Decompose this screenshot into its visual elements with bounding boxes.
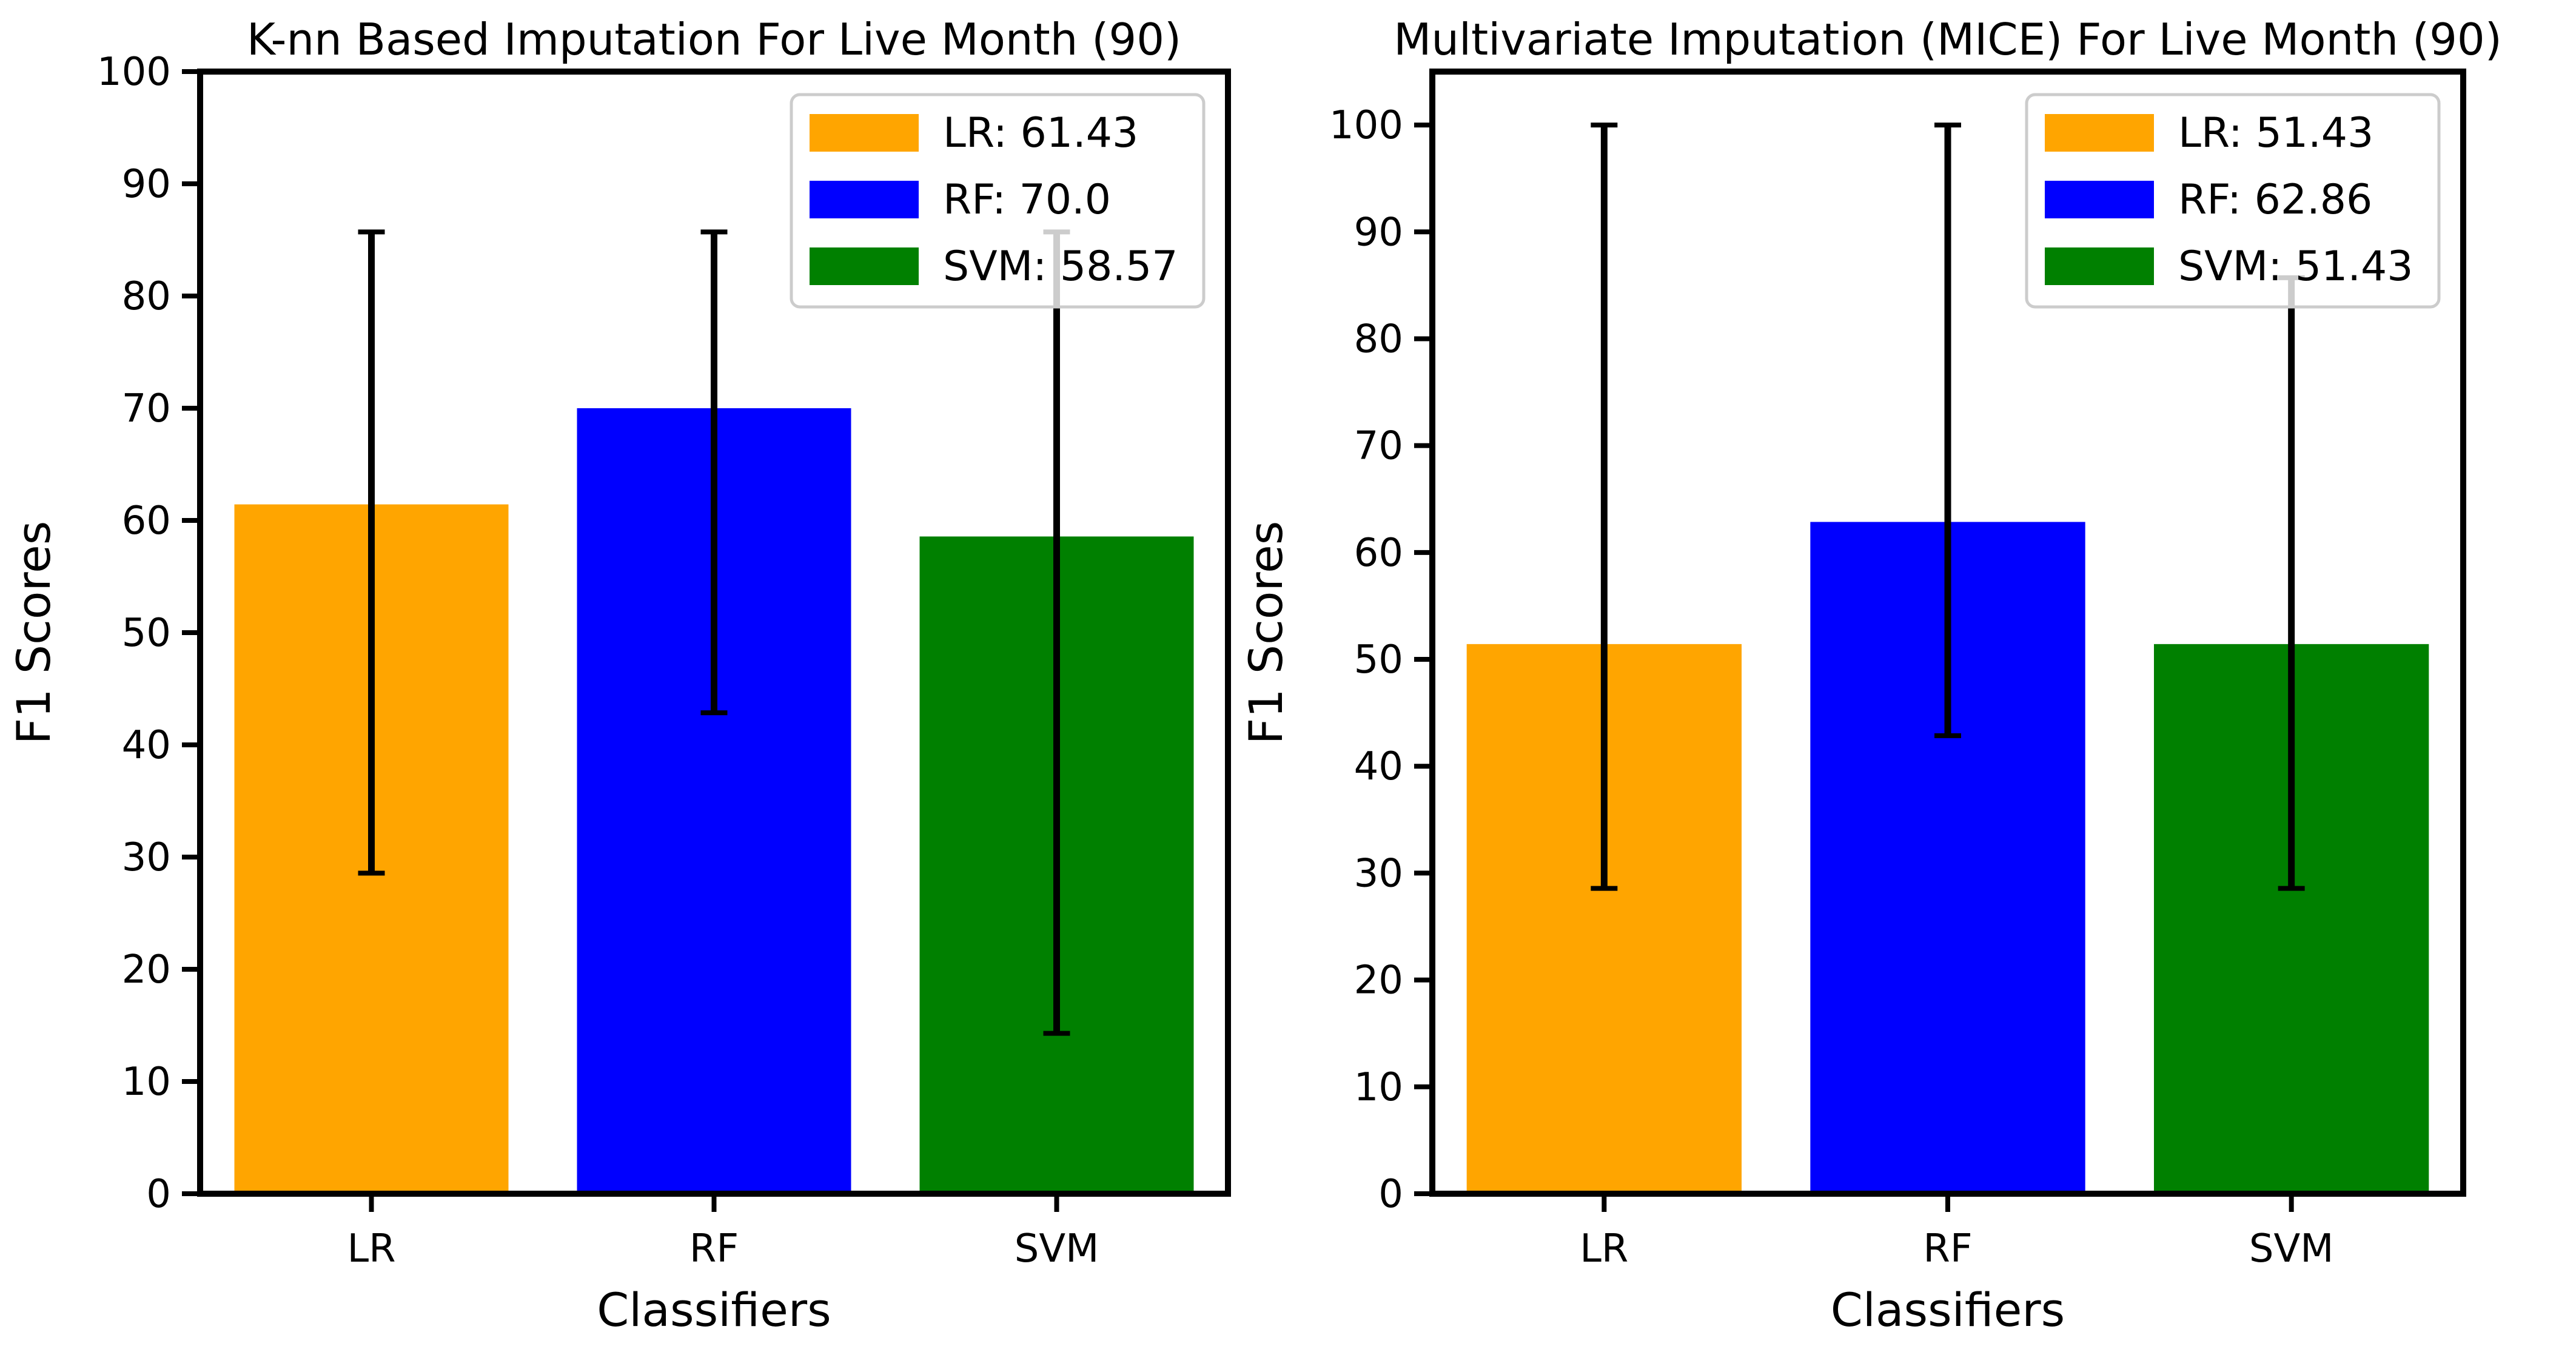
chart-knn-imputation: 0 10 20 30 40 50 60 70 80 90 100 LR RF SVM K-nn Based … (7, 14, 1231, 1337)
y-tick-label: 30 (1354, 851, 1403, 896)
x-axis-label: Classifiers (1831, 1283, 2065, 1337)
y-tick-label: 80 (1354, 317, 1403, 362)
y-tick-label: 50 (1354, 637, 1403, 682)
x-tick-label: LR (1580, 1226, 1628, 1271)
y-tick-label: 10 (122, 1060, 171, 1105)
x-axis-label: Classifiers (597, 1283, 831, 1337)
legend-entry: RF: 62.86 (2178, 176, 2372, 224)
legend-entry: LR: 51.43 (2178, 109, 2373, 157)
y-tick-label: 20 (1354, 958, 1403, 1003)
legend: LR: 61.43 RF: 70.0 SVM: 58.57 (790, 93, 1206, 309)
legend-entry: SVM: 58.57 (943, 243, 1178, 291)
y-tick-label: 80 (122, 274, 171, 319)
y-tick-label: 100 (1329, 103, 1403, 148)
y-tick-label: 40 (122, 723, 171, 768)
error-bar-rf (700, 229, 728, 716)
legend-swatch (810, 114, 919, 152)
legend-swatch (2045, 114, 2154, 152)
x-tick-label: LR (347, 1226, 395, 1271)
y-tick-label: 100 (97, 50, 171, 95)
y-axis-label: F1 Scores (7, 521, 61, 745)
y-tick-label: 60 (1354, 531, 1403, 576)
y-tick-label: 70 (1354, 424, 1403, 469)
chart-title: K-nn Based Imputation For Live Month (90… (247, 14, 1181, 65)
legend-entry: LR: 61.43 (943, 109, 1138, 157)
error-bar-lr (1591, 123, 1618, 891)
legend: LR: 51.43 RF: 62.86 SVM: 51.43 (2025, 93, 2441, 309)
chart-title: Multivariate Imputation (MICE) For Live … (1394, 14, 2502, 65)
y-tick-label: 0 (146, 1172, 171, 1217)
x-tick-label: SVM (1015, 1226, 1099, 1271)
legend-swatch (810, 181, 919, 218)
y-tick-label: 90 (1354, 210, 1403, 255)
error-bar-lr (358, 229, 385, 876)
y-tick-label: 70 (122, 386, 171, 431)
chart-mice-imputation: 0 10 20 30 40 50 60 70 80 90 100 LR RF SVM Multivariat… (1239, 14, 2502, 1337)
y-tick-label: 10 (1354, 1065, 1403, 1110)
legend-swatch (2045, 247, 2154, 285)
y-tick-label: 20 (122, 947, 171, 992)
y-tick-label: 60 (122, 499, 171, 543)
y-tick-label: 30 (122, 835, 171, 880)
error-bar-rf (1934, 123, 1961, 738)
x-tick-label: RF (1923, 1226, 1972, 1271)
x-tick-label: RF (689, 1226, 739, 1271)
legend-entry: RF: 70.0 (943, 176, 1111, 224)
legend-swatch (810, 247, 919, 285)
legend-entry: SVM: 51.43 (2178, 243, 2413, 291)
y-axis-label: F1 Scores (1239, 521, 1293, 745)
y-tick-label: 40 (1354, 744, 1403, 789)
x-tick-label: SVM (2249, 1226, 2334, 1271)
legend-swatch (2045, 181, 2154, 218)
y-tick-label: 50 (122, 611, 171, 656)
y-tick-label: 90 (122, 162, 171, 207)
y-tick-label: 0 (1378, 1172, 1403, 1217)
